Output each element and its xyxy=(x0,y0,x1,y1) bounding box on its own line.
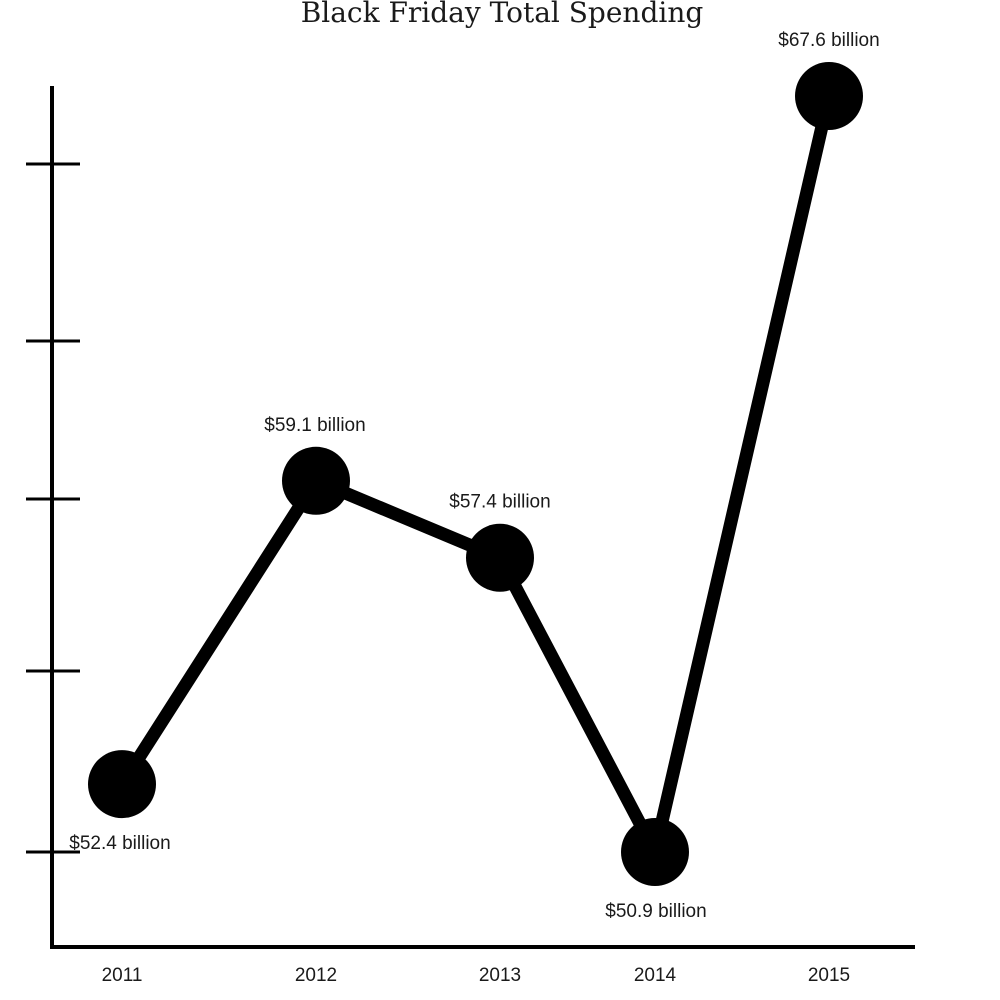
data-points xyxy=(88,62,863,886)
x-tick-label: 2014 xyxy=(634,965,677,986)
axes xyxy=(26,86,915,949)
data-label: $67.6 billion xyxy=(778,30,879,51)
data-label: $50.9 billion xyxy=(605,901,706,922)
data-point-marker xyxy=(621,818,689,886)
data-point-marker xyxy=(88,750,156,819)
chart-title: Black Friday Total Spending xyxy=(301,0,704,29)
data-point-marker xyxy=(466,523,534,592)
data-labels: $52.4 billion $59.1 billion $57.4 billion $… xyxy=(69,30,879,922)
x-tick-label: 2015 xyxy=(808,965,850,986)
data-label: $52.4 billion xyxy=(69,833,170,854)
series-polyline xyxy=(115,89,836,859)
data-point-marker xyxy=(282,446,350,515)
data-label: $57.4 billion xyxy=(449,492,550,513)
series-line xyxy=(115,89,836,859)
x-tick-label: 2013 xyxy=(479,965,521,986)
data-label: $59.1 billion xyxy=(264,415,365,436)
x-tick-label: 2012 xyxy=(295,965,337,986)
data-point-marker xyxy=(795,62,863,130)
x-tick-label: 2011 xyxy=(102,965,143,986)
x-tick-labels: 2011 2012 2013 2014 2015 xyxy=(102,965,851,986)
